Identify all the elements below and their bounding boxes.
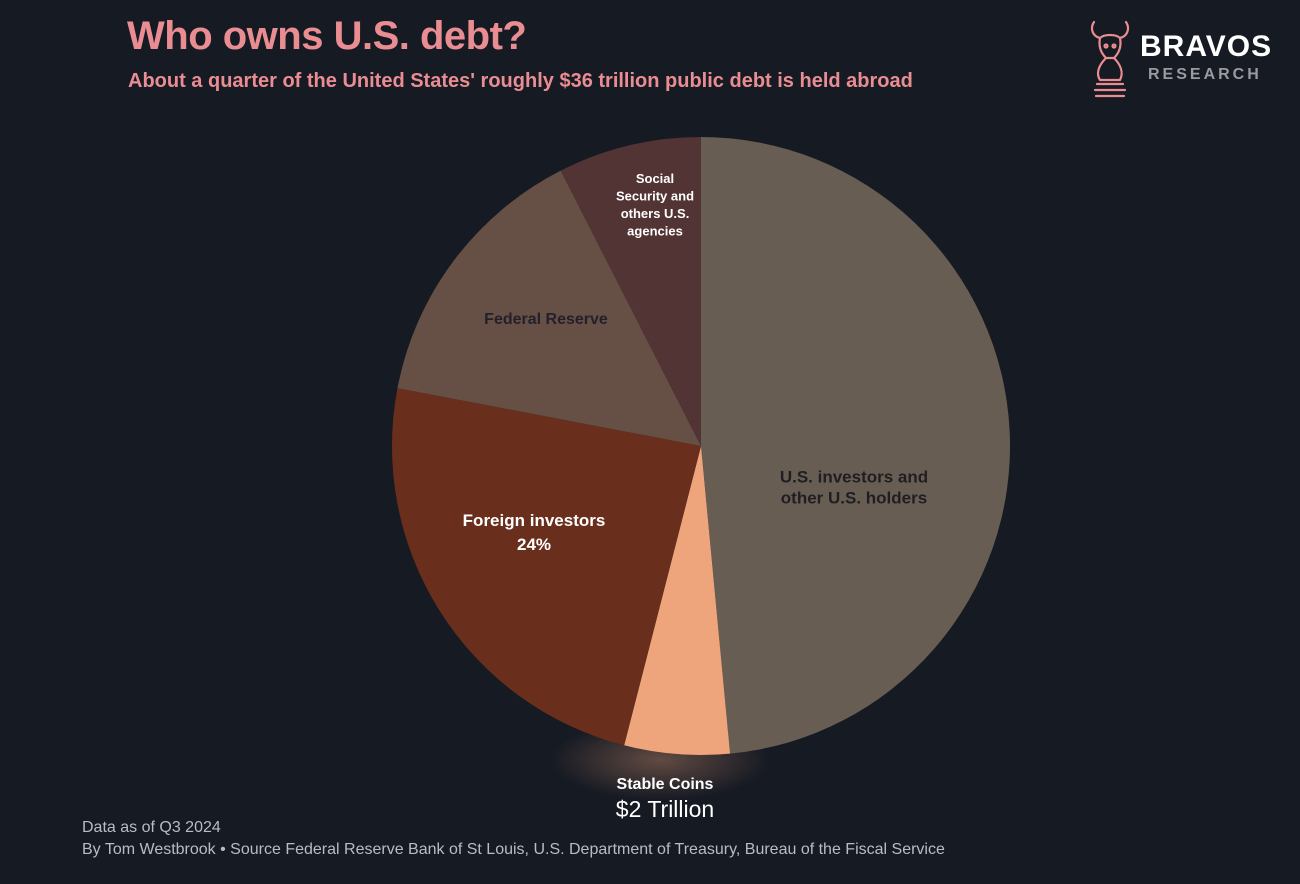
logo-name: BRAVOS: [1140, 30, 1273, 63]
pie-slice-federal-reserve: [397, 170, 701, 446]
chart-title: Who owns U.S. debt?: [127, 14, 527, 58]
brand-logo: BRAVOS RESEARCH: [1084, 14, 1284, 100]
footer-date: Data as of Q3 2024: [82, 819, 221, 836]
pie-label-social-security: Social: [636, 171, 674, 186]
logo-subtitle: RESEARCH: [1148, 66, 1262, 83]
pie-label-social-security: Security and: [616, 188, 694, 203]
stable-coins-callout-value: $2 Trillion: [616, 796, 714, 822]
pie-slice-foreign-investors: [391, 388, 701, 746]
pie-slice-us-investors: [701, 137, 1011, 754]
footer-source: By Tom Westbrook • Source Federal Reserv…: [82, 841, 945, 858]
bull-knight-icon: [1090, 20, 1130, 98]
pie-slice-stable-coins: [624, 446, 731, 756]
pie-slice-social-security: [560, 137, 701, 446]
chart-subtitle: About a quarter of the United States' ro…: [128, 70, 913, 92]
pie-label-foreign-investors: Foreign investors: [463, 511, 606, 530]
pie-label-foreign-investors: 24%: [517, 535, 551, 554]
stable-coins-callout-label: Stable Coins: [617, 776, 714, 793]
pie-label-federal-reserve: Federal Reserve: [484, 311, 608, 328]
pie-label-social-security: agencies: [627, 223, 683, 238]
pie-label-us-investors: other U.S. holders: [781, 489, 927, 508]
pie-label-us-investors: U.S. investors and: [780, 468, 928, 487]
pie-label-social-security: others U.S.: [621, 206, 690, 221]
